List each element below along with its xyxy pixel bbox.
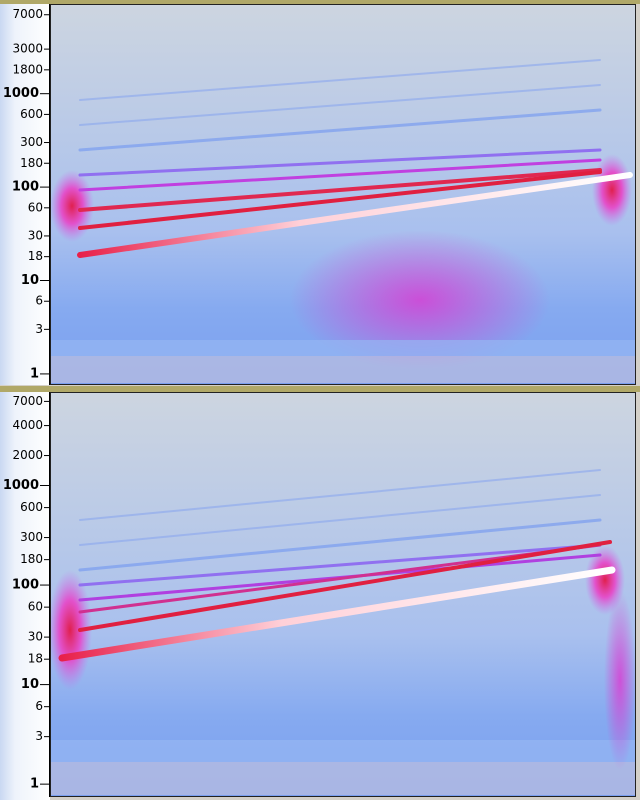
y-tick-label: 60 <box>28 200 43 214</box>
y-tick-label: 7000 <box>12 394 43 408</box>
y-tick-label: 1000 <box>3 86 39 101</box>
y-tick-label: 18 <box>28 249 43 263</box>
y-tick-label: 180 <box>20 552 43 566</box>
panel-separator <box>0 0 640 4</box>
y-tick-label: 10 <box>21 677 39 692</box>
panel-frame <box>50 4 636 385</box>
y-tick-label: 18 <box>28 652 43 666</box>
y-tick-label: 3000 <box>12 42 43 56</box>
y-tick-label: 1000 <box>3 478 39 493</box>
y-tick-label: 180 <box>20 156 43 170</box>
y-tick-label: 3 <box>35 729 43 743</box>
axis-background <box>0 392 50 800</box>
y-tick-label: 30 <box>28 630 43 644</box>
y-tick-label: 300 <box>20 530 43 544</box>
onset-blob <box>50 170 94 242</box>
panel-frame <box>50 392 636 797</box>
top-panel <box>0 0 640 385</box>
y-tick-label: 1 <box>30 366 39 381</box>
noise-band <box>50 340 636 356</box>
edge-haze <box>604 590 636 770</box>
noise-haze <box>290 230 550 370</box>
y-tick-label: 3 <box>35 322 43 336</box>
y-tick-label: 600 <box>20 500 43 514</box>
y-tick-label: 6 <box>35 699 43 713</box>
y-tick-label: 60 <box>28 600 43 614</box>
noise-band <box>50 740 636 762</box>
y-tick-label: 7000 <box>12 7 43 21</box>
panel-separator <box>0 386 640 392</box>
y-tick-label: 30 <box>28 228 43 242</box>
offset-blob <box>592 154 632 226</box>
noise-band <box>50 762 636 795</box>
y-tick-label: 6 <box>35 294 43 308</box>
bottom-panel <box>0 386 640 800</box>
harmonics <box>77 59 633 258</box>
harmonics <box>58 469 616 662</box>
y-tick-label: 4000 <box>12 418 43 432</box>
y-tick-label: 100 <box>12 578 39 593</box>
axis-background <box>0 4 50 385</box>
y-tick-label: 1 <box>30 777 39 792</box>
y-tick-label: 1800 <box>12 62 43 76</box>
y-tick-label: 2000 <box>12 448 43 462</box>
noise-band <box>50 356 636 383</box>
y-tick-label: 600 <box>20 107 43 121</box>
y-tick-label: 300 <box>20 135 43 149</box>
y-tick-label: 100 <box>12 180 39 195</box>
y-tick-label: 10 <box>21 273 39 288</box>
